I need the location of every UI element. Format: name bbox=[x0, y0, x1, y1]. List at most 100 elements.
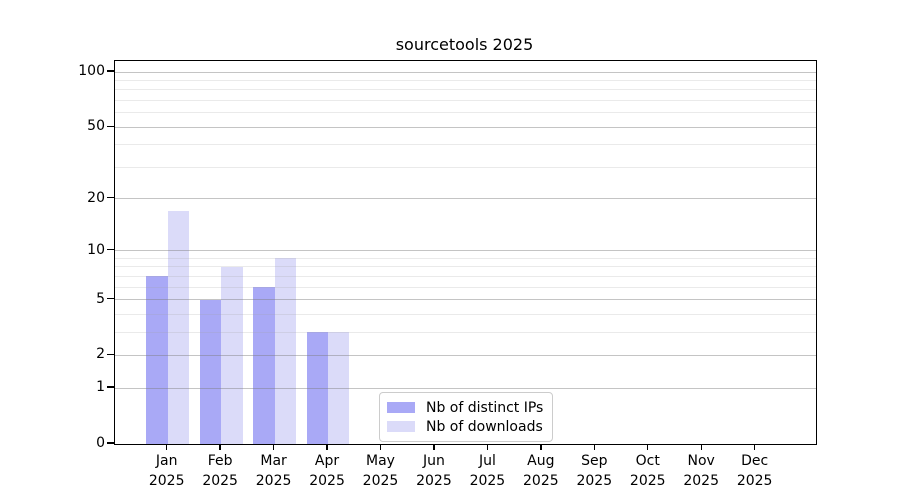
y-tick-mark-5 bbox=[107, 297, 114, 300]
bar-mar-distinct-ips bbox=[253, 287, 275, 444]
x-tick-label-year: 2025 bbox=[148, 473, 185, 489]
x-tick-label-nov: Nov 2025 bbox=[661, 451, 741, 491]
gridline-9 bbox=[115, 257, 816, 259]
x-tick-label-month: May bbox=[366, 453, 395, 469]
x-tick-label-sep: Sep 2025 bbox=[554, 451, 634, 491]
x-tick-label-dec: Dec 2025 bbox=[715, 451, 795, 491]
x-tick-label-year: 2025 bbox=[469, 473, 506, 489]
x-tick-mark-dec bbox=[753, 444, 756, 450]
x-tick-label-apr: Apr 2025 bbox=[287, 451, 367, 491]
gridline-60 bbox=[115, 112, 816, 114]
x-tick-label-month: Aug bbox=[527, 453, 555, 469]
gridline-100 bbox=[115, 71, 816, 73]
y-tick-label-100: 100 bbox=[78, 63, 105, 80]
gridline-4 bbox=[115, 313, 816, 315]
x-tick-label-year: 2025 bbox=[416, 473, 452, 489]
x-tick-label-year: 2025 bbox=[309, 473, 345, 489]
y-tick-mark-1 bbox=[107, 386, 114, 388]
y-tick-label-5: 5 bbox=[96, 290, 105, 307]
x-tick-mark-jan bbox=[166, 444, 168, 450]
x-tick-label-year: 2025 bbox=[255, 473, 292, 489]
x-tick-label-year: 2025 bbox=[362, 473, 399, 489]
x-tick-label-year: 2025 bbox=[202, 473, 238, 489]
gridline-40 bbox=[115, 144, 816, 146]
gridline-7 bbox=[115, 275, 816, 277]
x-tick-label-month: Feb bbox=[207, 453, 233, 469]
bar-apr-distinct-ips bbox=[306, 332, 329, 444]
x-tick-label-month: Apr bbox=[314, 453, 340, 469]
y-tick-mark-20 bbox=[107, 197, 114, 199]
x-tick-label-month: Nov bbox=[687, 453, 715, 469]
x-tick-label-month: Mar bbox=[260, 453, 287, 469]
legend-swatch-downloads bbox=[387, 421, 415, 432]
y-tick-mark-2 bbox=[107, 353, 114, 356]
x-tick-mark-jun bbox=[433, 444, 435, 450]
x-tick-label-month: Dec bbox=[741, 453, 769, 469]
bar-apr-downloads bbox=[328, 332, 350, 444]
y-tick-mark-50 bbox=[107, 125, 114, 127]
legend: Nb of distinct IPs Nb of downloads bbox=[379, 392, 554, 442]
bar-jan-distinct-ips bbox=[146, 276, 168, 444]
x-tick-label-jul: Jul 2025 bbox=[447, 451, 527, 491]
x-tick-label-year: 2025 bbox=[683, 473, 719, 489]
bar-feb-distinct-ips bbox=[199, 299, 222, 444]
x-tick-mark-aug bbox=[540, 444, 542, 450]
legend-label: Nb of downloads bbox=[426, 418, 543, 435]
x-tick-label-year: 2025 bbox=[576, 473, 613, 489]
x-tick-label-month: Jul bbox=[478, 453, 496, 469]
y-tick-label-10: 10 bbox=[87, 241, 105, 258]
chart-title: sourcetools 2025 bbox=[395, 35, 534, 54]
gridline-8 bbox=[115, 266, 816, 268]
x-tick-mark-sep bbox=[593, 444, 595, 450]
x-tick-label-month: Sep bbox=[581, 453, 608, 469]
plot-area bbox=[114, 60, 817, 445]
gridline-3 bbox=[115, 331, 816, 333]
gridline-10 bbox=[115, 250, 816, 252]
legend-swatch-distinct-ips bbox=[387, 402, 415, 413]
legend-label: Nb of distinct IPs bbox=[426, 399, 544, 416]
gridline-5 bbox=[115, 299, 816, 301]
x-tick-label-oct: Oct 2025 bbox=[608, 451, 688, 491]
bar-mar-downloads bbox=[274, 258, 296, 444]
y-tick-label-0: 0 bbox=[96, 435, 105, 451]
y-tick-mark-10 bbox=[107, 249, 114, 251]
x-tick-mark-apr bbox=[326, 444, 328, 450]
gridline-80 bbox=[115, 89, 816, 91]
x-tick-label-jan: Jan 2025 bbox=[127, 451, 207, 491]
gridline-6 bbox=[115, 286, 816, 288]
x-tick-label-month: Jan bbox=[155, 453, 178, 469]
x-tick-mark-feb bbox=[219, 444, 221, 450]
gridline-30 bbox=[115, 166, 816, 168]
x-tick-label-year: 2025 bbox=[523, 473, 559, 489]
gridline-50 bbox=[115, 126, 816, 128]
bar-feb-downloads bbox=[221, 266, 243, 444]
y-tick-label-20: 20 bbox=[87, 189, 105, 206]
gridline-1 bbox=[115, 387, 816, 389]
bar-jan-downloads bbox=[167, 211, 190, 444]
legend-item-downloads: Nb of downloads bbox=[387, 417, 543, 436]
y-tick-label-50: 50 bbox=[87, 118, 105, 135]
x-tick-label-year: 2025 bbox=[736, 473, 773, 489]
gridline-2 bbox=[115, 354, 816, 356]
x-tick-mark-oct bbox=[647, 444, 649, 450]
x-tick-label-month: Oct bbox=[635, 453, 660, 469]
x-tick-mark-may bbox=[379, 444, 382, 450]
gridline-20 bbox=[115, 198, 816, 200]
y-tick-label-1: 1 bbox=[96, 379, 105, 396]
x-tick-label-month: Jun bbox=[423, 453, 445, 469]
legend-item-distinct-ips: Nb of distinct IPs bbox=[387, 398, 543, 417]
x-tick-label-mar: Mar 2025 bbox=[234, 451, 314, 491]
x-axis: Jan 2025 Feb 2025 Mar 2025 Apr 2025 May 2025 Jun 20… bbox=[114, 444, 815, 500]
y-tick-mark-0 bbox=[107, 442, 114, 444]
x-tick-mark-mar bbox=[272, 444, 275, 450]
x-tick-mark-nov bbox=[700, 444, 702, 450]
x-tick-mark-jul bbox=[486, 444, 489, 450]
gridline-70 bbox=[115, 100, 816, 102]
bars-layer bbox=[115, 61, 816, 444]
x-tick-label-may: May 2025 bbox=[341, 451, 421, 491]
y-tick-mark-100 bbox=[107, 70, 114, 72]
x-tick-label-year: 2025 bbox=[629, 473, 666, 489]
y-axis: 0 1 2 5 10 20 50 100 bbox=[0, 60, 114, 451]
gridline-90 bbox=[115, 80, 816, 82]
